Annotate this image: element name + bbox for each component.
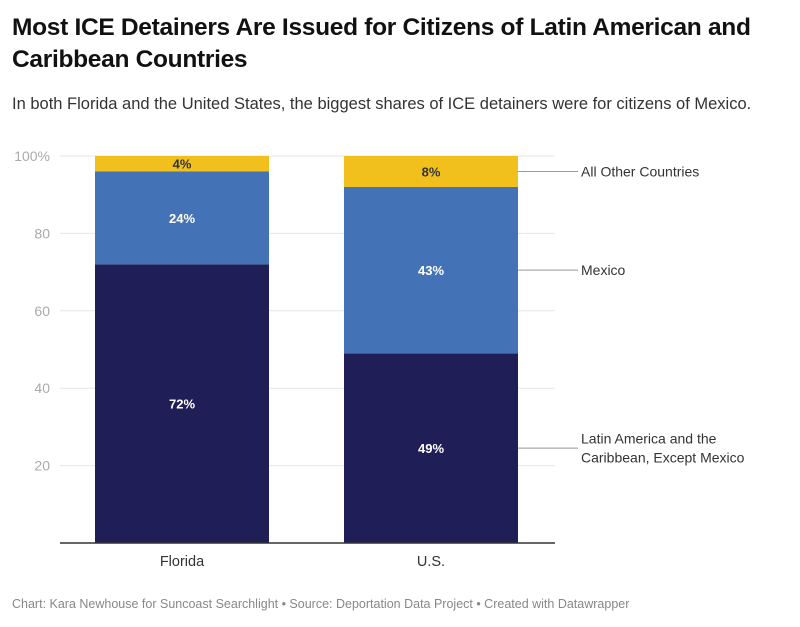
legend-label-line: Latin America and the bbox=[581, 431, 717, 447]
y-tick-label: 80 bbox=[34, 225, 50, 241]
y-tick-label: 60 bbox=[34, 303, 50, 319]
legend-label-line: Mexico bbox=[581, 262, 626, 278]
bar-segment bbox=[344, 156, 518, 187]
data-label: 49% bbox=[418, 441, 444, 456]
legend: Latin America and the Caribbean, Except M… bbox=[518, 163, 745, 466]
legend-label-line: All Other Countries bbox=[581, 163, 699, 179]
bar-segment bbox=[95, 156, 269, 172]
value-labels: 72% 24% 4% 49% 43% 8% bbox=[169, 157, 444, 456]
x-category-label: Florida bbox=[160, 554, 205, 570]
legend-label: Latin America and the Caribbean, Except M… bbox=[581, 431, 745, 466]
legend-label-line: Caribbean, Except Mexico bbox=[581, 450, 745, 466]
x-category-label: U.S. bbox=[417, 554, 445, 570]
bars bbox=[95, 156, 518, 543]
data-label: 4% bbox=[173, 157, 192, 172]
bar-segment bbox=[344, 353, 518, 543]
chart-footer: Chart: Kara Newhouse for Suncoast Search… bbox=[12, 597, 630, 611]
bar-segment bbox=[95, 171, 269, 265]
y-tick-label: 40 bbox=[34, 380, 50, 396]
data-label: 24% bbox=[169, 211, 195, 226]
y-tick-label: 20 bbox=[34, 458, 50, 474]
bar-segment bbox=[344, 186, 518, 354]
data-label: 43% bbox=[418, 263, 444, 278]
data-label: 72% bbox=[169, 397, 195, 412]
y-tick-label: 100% bbox=[14, 148, 50, 164]
axes: 20 40 60 80 100% Florida U.S. bbox=[14, 148, 555, 570]
legend-label: All Other Countries bbox=[581, 163, 699, 179]
chart-subtitle: In both Florida and the United States, t… bbox=[12, 95, 752, 113]
chart-title: Most ICE Detainers Are Issued for Citize… bbox=[12, 14, 751, 73]
bar-segment bbox=[95, 264, 269, 543]
data-label: 8% bbox=[422, 164, 441, 179]
legend-label: Mexico bbox=[581, 262, 626, 278]
